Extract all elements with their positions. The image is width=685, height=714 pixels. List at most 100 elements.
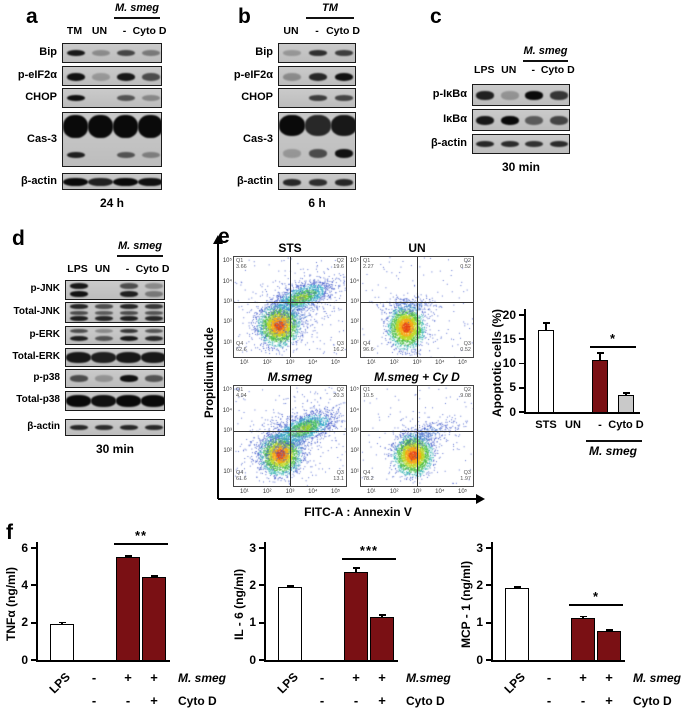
- treatment-sign-0-1: +: [579, 670, 587, 685]
- flow-ytick: 10¹: [350, 468, 359, 475]
- protein-band: [69, 375, 88, 382]
- quadrant-label-Q3: Q3 16.2: [333, 341, 344, 353]
- blot-row-label-b-0: Bip: [255, 46, 273, 58]
- x-category--: -: [598, 419, 602, 431]
- protein-band: [69, 336, 88, 342]
- flow-xtick: 10³: [412, 489, 422, 495]
- blot-box-b-1: [278, 66, 356, 86]
- time-label-c: 30 min: [501, 160, 540, 174]
- treatment-row-label-0: M. smeg: [633, 671, 682, 685]
- protein-band: [144, 310, 163, 315]
- blot-box-c-2: [472, 134, 570, 154]
- x-axis: [491, 660, 625, 662]
- flow-xtick: 10²: [389, 489, 399, 495]
- lane-header-a-2: -: [122, 25, 127, 37]
- lane-header-a-3: Cyto D: [132, 25, 167, 37]
- quadrant-vline: [417, 257, 418, 357]
- protein-band: [144, 328, 163, 334]
- treatment-row-label-0: M.smeg: [406, 671, 451, 685]
- flow-xtick: 10⁴: [435, 489, 445, 495]
- quadrant-vline: [290, 257, 291, 357]
- blot-row-label-a-4: β-actin: [20, 174, 57, 187]
- protein-band: [549, 90, 568, 100]
- bar-col3: [142, 577, 166, 662]
- error-bar-stem: [599, 352, 601, 361]
- protein-band: [141, 95, 160, 102]
- error-bar-cap: [58, 621, 66, 624]
- treatment-sign-0-1: +: [352, 670, 360, 685]
- protein-band: [119, 328, 138, 334]
- blot-row-label-d-5: Total-p38: [16, 394, 60, 405]
- blot-box-c-1: [472, 109, 570, 131]
- up-arrowhead-icon: [213, 235, 223, 244]
- error-bar-cap: [622, 392, 630, 394]
- y-tick: [259, 621, 264, 624]
- protein-band: [66, 352, 91, 363]
- flow-xtick: 10⁵: [331, 489, 341, 495]
- significance-stars: **: [134, 528, 148, 544]
- significance-stars: ***: [359, 543, 379, 559]
- protein-band: [476, 115, 495, 125]
- y-tick: [259, 584, 264, 587]
- lps-label: LPS: [274, 669, 301, 697]
- y-tick-label: 10: [502, 356, 516, 370]
- significance-stars: *: [592, 589, 600, 605]
- treatment-sign-1-0: -: [319, 693, 325, 708]
- flow-plot-box-0: Q1 3.66 Q2 19.6 Q4 62.6 Q3 16.2: [233, 256, 347, 358]
- protein-band: [334, 73, 354, 81]
- protein-band: [119, 310, 138, 315]
- protein-band: [119, 375, 138, 382]
- protein-band: [116, 50, 135, 57]
- lane-header-b-1: -: [315, 25, 319, 37]
- y-tick: [31, 584, 36, 587]
- panel-b-westernblot: TM UN - Cyto D Bip p-eIF2α CHOP Cas-3 β-actin 6 h: [196, 2, 382, 220]
- protein-band: [305, 114, 331, 136]
- protein-band: [144, 291, 163, 298]
- protein-band: [119, 425, 138, 431]
- treatment-row-label-1: Cyto D: [178, 694, 217, 708]
- flow-xtick: 10²: [389, 360, 399, 366]
- protein-band: [116, 72, 135, 81]
- y-tick: [486, 659, 491, 661]
- treatment-sign-1-2: +: [605, 693, 613, 708]
- protein-band: [66, 395, 91, 407]
- x-category-UN: UN: [565, 419, 581, 431]
- y-tick: [486, 547, 491, 549]
- treatment-sign-1-1: -: [125, 693, 131, 708]
- protein-band: [500, 90, 519, 100]
- protein-band: [144, 283, 163, 289]
- bar-col2: [571, 618, 595, 662]
- blot-row-label-d-2: p-ERK: [29, 328, 60, 340]
- protein-band: [94, 425, 113, 431]
- flow-ytick: 10⁴: [349, 407, 359, 414]
- flow-plot-title-2: M.smeg: [267, 370, 313, 384]
- blot-box-d-2: [65, 326, 165, 345]
- significance-line: [590, 346, 636, 348]
- blot-row-label-a-3: Cas-3: [27, 132, 57, 145]
- quadrant-label-Q1: Q1 2.27: [363, 258, 374, 270]
- panel-e-flow-cytometry: Propidium idode FITC-A : Annexin V STS Q1…: [198, 222, 685, 524]
- y-tick: [486, 584, 491, 587]
- quadrant-hline: [361, 302, 473, 303]
- treatment-sign-0-0: -: [91, 670, 97, 685]
- y-tick-label: 3: [476, 540, 483, 555]
- protein-band: [282, 73, 302, 81]
- protein-band: [119, 291, 138, 298]
- treatment-sign-1-0: -: [91, 693, 97, 708]
- panel-e-letter: e: [218, 225, 230, 248]
- lane-header-b-0: UN: [283, 25, 299, 37]
- group-label-c: M. smeg: [523, 45, 568, 57]
- blot-box-a-3: [62, 112, 162, 167]
- quadrant-hline: [234, 431, 346, 432]
- protein-band: [69, 291, 88, 298]
- panel-c-letter: c: [430, 5, 442, 28]
- protein-band: [525, 115, 544, 125]
- protein-band: [66, 72, 85, 81]
- protein-band: [141, 72, 160, 81]
- flow-ytick: 10⁴: [222, 407, 232, 414]
- flow-x-axis-label: FITC-A : Annexin V: [304, 505, 412, 519]
- flow-ytick: 10²: [350, 448, 359, 455]
- flow-ytick: 10³: [223, 298, 232, 305]
- quadrant-label-Q3: Q3 1.97: [460, 470, 471, 482]
